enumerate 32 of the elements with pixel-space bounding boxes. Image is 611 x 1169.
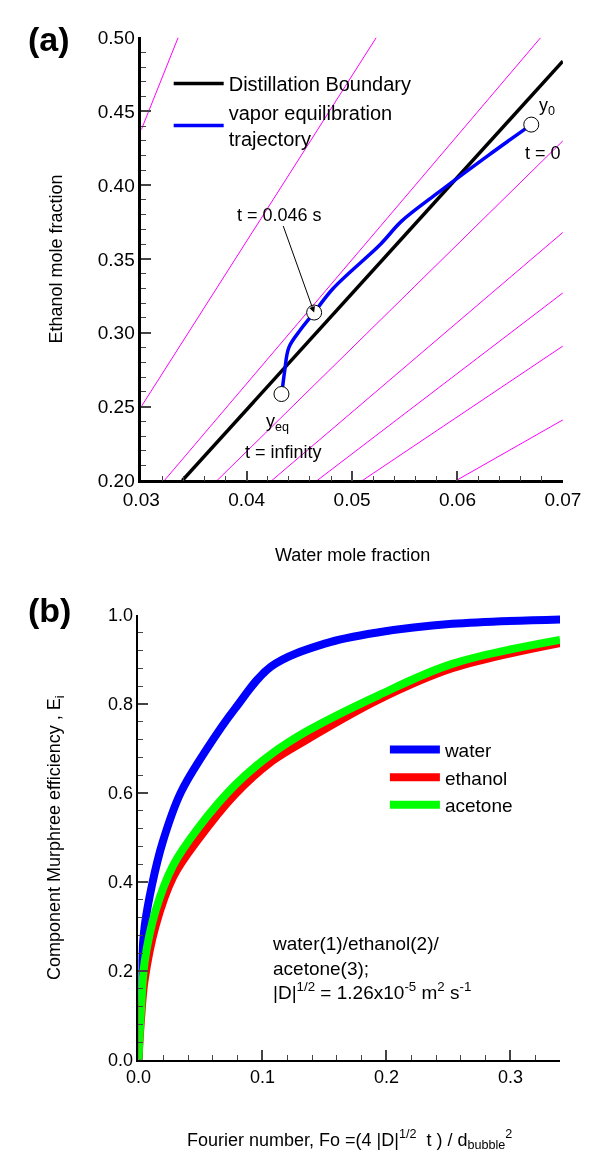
annotation: t = 0 — [525, 143, 561, 163]
y-tick-label: 0.8 — [108, 694, 134, 715]
y-tick-label: 0.30 — [97, 322, 135, 344]
point — [523, 116, 540, 133]
y-tick-label: 0.35 — [97, 248, 135, 270]
x-tick-label: 0.04 — [228, 488, 266, 510]
x-tick-label: 0.06 — [438, 488, 476, 510]
y-tick-label: 1.0 — [108, 605, 134, 626]
legend-label: ethanol — [444, 767, 508, 789]
legend-label: water — [443, 739, 493, 761]
y-tick-label: 0.45 — [97, 100, 135, 122]
y-tick-label: 0.40 — [97, 174, 135, 196]
chart-title: (a) — [28, 20, 70, 58]
y-tick-label: 0.25 — [97, 396, 135, 418]
annotation: y$_{eq}$ — [266, 411, 290, 434]
chart-title: (b) — [28, 591, 72, 629]
text: water(1)/ethanol(2)/ acetone(3); |D|$^{1/2}$ = 1.26x10$^{-5}$ m$^{2}$ s$^{-1}$ — [273, 933, 472, 1004]
annotation: y$_{0}$ — [539, 95, 556, 118]
annotation: t = 0.046 s — [237, 205, 322, 225]
x-tick-label: 0.07 — [544, 488, 582, 510]
legend-label: acetone — [444, 795, 513, 817]
y-axis-title: Ethanol mole fraction — [45, 174, 66, 344]
x-tick-label: 0.2 — [373, 1067, 399, 1088]
y-tick-label: 0.2 — [108, 961, 134, 982]
x-tick-label: 0.3 — [497, 1067, 523, 1088]
x-axis-title: Water mole fraction — [275, 545, 431, 565]
y-tick-label: 0.50 — [97, 27, 135, 49]
x-tick-label: 0.1 — [249, 1067, 275, 1088]
y-tick-label: 0.6 — [108, 783, 134, 804]
x-tick-label: 0.05 — [333, 488, 371, 510]
point — [273, 386, 290, 403]
y-tick-label: 0.4 — [108, 872, 134, 893]
